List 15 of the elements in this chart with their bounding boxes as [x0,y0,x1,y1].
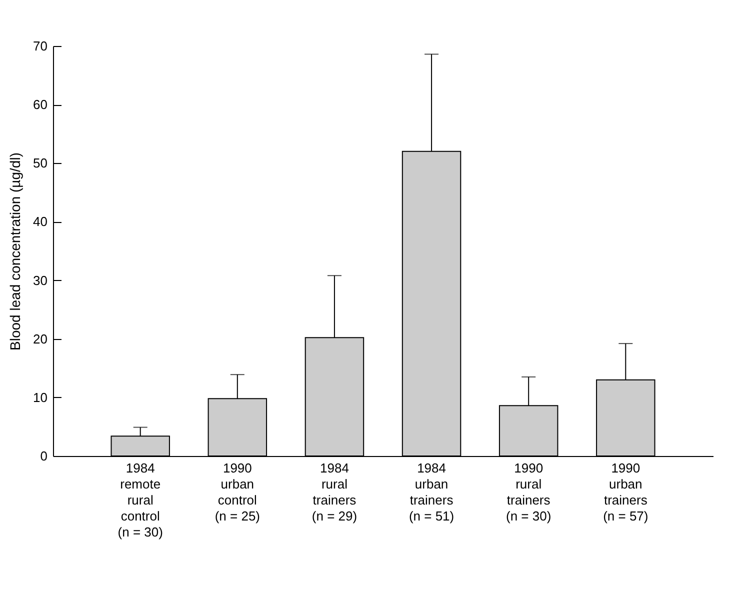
y-tick-label: 50 [33,156,48,171]
x-tick-label: 1990 urban control (n = 25) [214,460,260,524]
y-axis-title: Blood lead concentration (µg/dl) [7,152,24,350]
y-tick-label: 60 [33,97,48,112]
y-tick-label: 0 [40,448,48,464]
y-tick-label: 10 [33,390,48,405]
y-tick-label: 40 [33,214,48,230]
y-tick-label: 20 [33,331,48,346]
x-tick-label: 1990 urban trainers (n = 57) [603,460,648,524]
x-tick-label: 1984 urban trainers (n = 51) [408,460,454,524]
x-tick-label: 1984 remote rural control (n = 30) [118,460,163,540]
y-tick-label: 70 [33,38,48,54]
x-tick-label: 1990 rural trainers (n = 30) [506,460,552,524]
x-tick-label: 1984 rural trainers (n = 29) [312,460,358,524]
y-tick-label: 30 [33,272,48,288]
